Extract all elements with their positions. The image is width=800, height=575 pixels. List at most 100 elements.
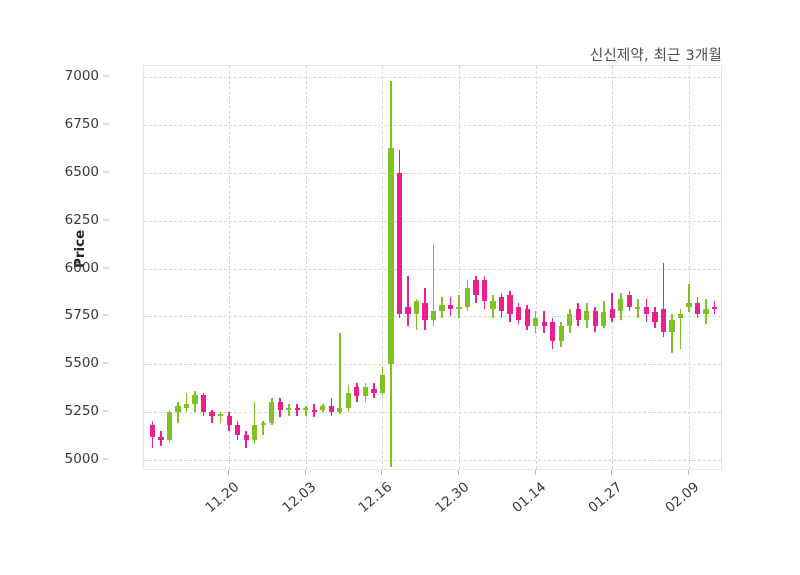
candle-body	[473, 279, 479, 296]
gridline-horizontal	[144, 411, 721, 413]
candle-body	[243, 434, 249, 441]
candle-body	[362, 386, 368, 397]
gridline-vertical	[688, 66, 690, 469]
x-axis-tick-mark	[304, 470, 306, 475]
candle-body	[694, 302, 701, 315]
candlestick	[328, 66, 334, 469]
candlestick	[601, 66, 607, 469]
x-axis-tick-label: 01.14	[509, 479, 549, 517]
candlestick	[260, 66, 266, 469]
candlestick	[430, 66, 437, 469]
candle-wick	[253, 402, 256, 445]
candle-body	[320, 406, 326, 410]
candle-body	[541, 321, 547, 326]
candle-body	[396, 172, 403, 315]
candle-wick	[219, 411, 222, 424]
y-axis-tick-layer: 5000 5250 5500 5750 6000 6250 6500 6750 7000	[0, 65, 143, 470]
candlestick	[609, 66, 615, 469]
candle-body	[464, 287, 471, 307]
candle-body	[643, 306, 649, 315]
candlestick	[235, 66, 241, 469]
candle-wick	[339, 333, 341, 414]
x-axis-tick-mark	[458, 470, 460, 475]
candle-body	[158, 436, 164, 441]
candlestick-plot-area	[143, 65, 722, 470]
candle-body	[516, 306, 522, 321]
x-axis-tick-mark	[611, 470, 613, 475]
candlestick	[294, 66, 300, 469]
y-axis-tick-mark	[103, 314, 109, 316]
candle-wick	[679, 308, 682, 349]
y-axis-tick-label: 5500	[64, 355, 99, 372]
candle-body	[286, 407, 292, 410]
candle-body	[609, 308, 615, 319]
y-axis-tick-label: 5000	[64, 450, 99, 467]
candle-body	[507, 295, 513, 315]
y-axis-tick-mark	[103, 267, 109, 268]
candle-wick	[185, 392, 188, 412]
x-axis-tick-label: 02.09	[662, 479, 703, 517]
candle-body	[686, 302, 692, 307]
candle-body	[601, 312, 607, 326]
candle-body	[430, 310, 437, 321]
candlestick	[643, 66, 649, 469]
candlestick	[592, 66, 598, 469]
candle-wick	[262, 421, 264, 435]
candlestick	[345, 66, 351, 469]
candlestick	[243, 66, 249, 469]
candle-body	[269, 402, 275, 424]
candlestick	[217, 66, 224, 469]
candlestick	[660, 66, 667, 469]
candle-body	[260, 423, 266, 426]
candle-body	[166, 411, 173, 441]
candle-wick	[415, 299, 418, 330]
x-axis-tick-mark	[534, 470, 536, 475]
candlestick	[635, 66, 641, 469]
candle-wick	[688, 283, 690, 313]
candlestick	[541, 66, 547, 469]
gridline-vertical	[612, 66, 614, 469]
candlestick	[175, 66, 181, 469]
candlestick	[516, 66, 522, 469]
candlestick	[507, 66, 513, 469]
candle-body	[558, 325, 564, 342]
candle-wick	[637, 299, 639, 319]
candlestick	[481, 66, 488, 469]
y-axis-tick-label: 6750	[64, 116, 99, 133]
candlestick	[677, 66, 684, 469]
gridline-horizontal	[144, 268, 721, 270]
candlestick	[703, 66, 709, 469]
candlestick	[618, 66, 624, 469]
candle-body	[252, 425, 258, 441]
gridline-horizontal	[144, 459, 721, 461]
gridline-vertical	[459, 66, 461, 469]
candlestick	[371, 66, 377, 469]
gridline-vertical	[382, 66, 384, 469]
y-axis-tick-mark	[103, 362, 109, 364]
candlestick	[550, 66, 556, 469]
candlestick	[396, 66, 403, 469]
candle-body	[660, 308, 667, 332]
candlestick	[192, 66, 198, 469]
candlestick	[166, 66, 173, 469]
candlestick	[209, 66, 215, 469]
candle-body	[550, 321, 556, 342]
candle-body	[439, 304, 445, 311]
candle-wick	[211, 409, 213, 424]
gridline-horizontal	[144, 220, 721, 222]
candle-body	[328, 406, 334, 412]
candlestick	[686, 66, 692, 469]
candle-body	[303, 407, 309, 410]
candle-body	[311, 409, 317, 412]
candle-wick	[177, 402, 179, 424]
x-axis-tick-layer: 11.20 12.03 12.16 12.30 01.14 01.27 02.09	[143, 470, 722, 560]
candlestick	[379, 66, 386, 469]
y-axis-tick-label: 5750	[64, 307, 99, 324]
candle-wick	[304, 406, 307, 416]
candle-body	[618, 299, 624, 311]
candle-body	[175, 406, 181, 412]
gridline-vertical	[305, 66, 307, 469]
candle-body	[533, 318, 539, 326]
candlestick	[252, 66, 258, 469]
